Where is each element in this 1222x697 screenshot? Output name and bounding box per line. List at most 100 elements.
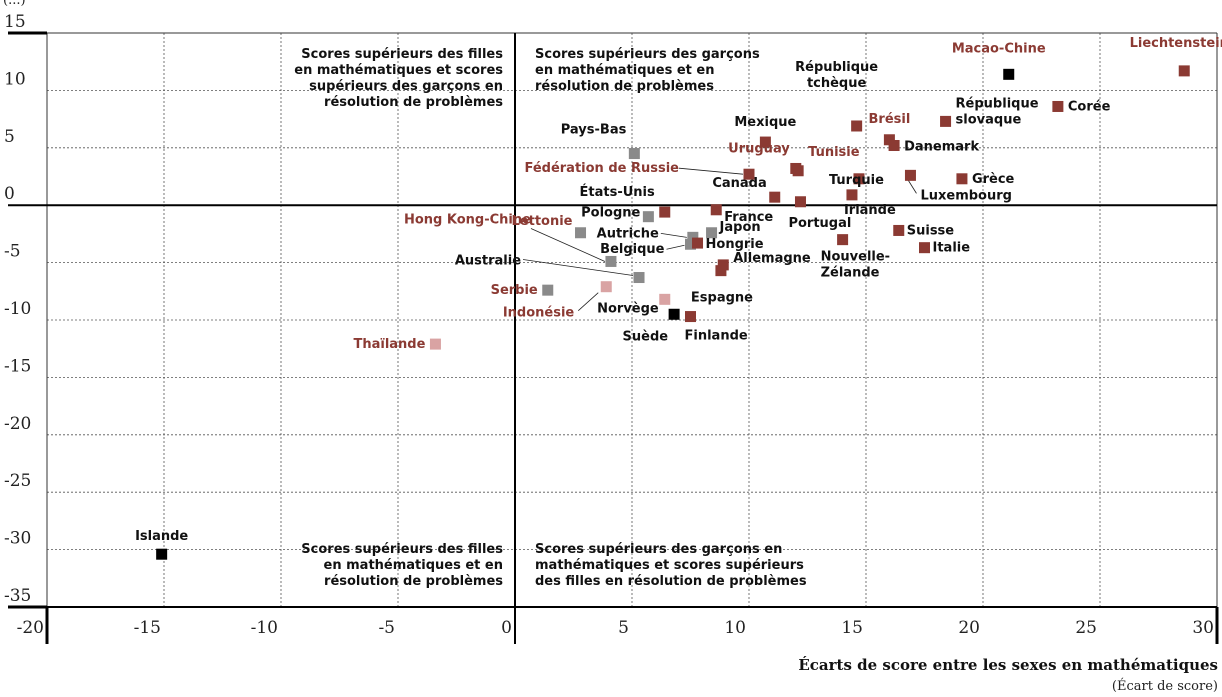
quadrant-note-top-right: Scores supérieurs des garçons [535, 47, 760, 62]
x-tick-label: -10 [251, 618, 278, 638]
data-point-marker [685, 311, 696, 323]
data-point-marker [853, 173, 865, 185]
data-point-label: Suisse [907, 223, 955, 238]
leader-line [678, 167, 744, 175]
x-tick-label: 0 [501, 618, 512, 638]
data-point-marker [575, 227, 587, 239]
data-point-label: Grèce [972, 172, 1015, 187]
x-tick-label: 25 [1075, 618, 1097, 638]
data-point-marker [846, 189, 858, 201]
data-point-marker [759, 136, 771, 148]
data-point-marker [628, 148, 640, 160]
data-point-marker [633, 272, 645, 284]
data-point-label: Danemark [904, 140, 979, 155]
x-tick-label: -5 [378, 618, 395, 638]
data-point-label: Islande [135, 529, 188, 544]
data-point-label: Lettonie [512, 214, 573, 229]
data-point-label: Mexique [734, 115, 796, 130]
data-point-marker [642, 211, 654, 223]
data-point-label: Japon [719, 220, 761, 235]
quadrant-note-top-left: résolution de problèmes [324, 95, 503, 110]
data-point-marker [429, 338, 441, 350]
quadrant-note-bottom-right: Scores supérieurs des garçons en [535, 542, 782, 557]
leader-line [660, 232, 687, 238]
x-tick-label: 5 [618, 618, 629, 638]
data-point-marker [792, 165, 804, 177]
points-layer [156, 65, 1190, 560]
x-tick-label: 20 [958, 618, 980, 638]
y-tick-label: 5 [4, 127, 15, 147]
data-point-label: Espagne [691, 291, 753, 306]
y-tick-label: 0 [4, 184, 15, 204]
x-axis-unit: (Écart de score) [1112, 678, 1218, 694]
quadrant-note-top-left: Scores supérieurs des filles [301, 47, 503, 62]
y-tick-label: -35 [4, 586, 31, 606]
y-tick-label: -20 [4, 414, 31, 434]
leader-line [577, 292, 599, 312]
quadrant-note-top-left: en mathématiques et scores [294, 63, 503, 78]
data-point-label: Canada [712, 176, 766, 191]
x-tick-label: -15 [134, 618, 161, 638]
data-point-label: Hongrie [706, 237, 764, 252]
data-point-marker [940, 115, 952, 127]
y-tick-label: -15 [4, 356, 31, 376]
data-point-label: Italie [933, 241, 971, 256]
data-point-marker [706, 227, 718, 239]
quadrant-note-bottom-left: en mathématiques et en [324, 558, 503, 573]
leader-line [530, 228, 606, 262]
data-point-label: Macao-Chine [952, 41, 1046, 56]
data-point-marker [794, 196, 806, 208]
data-point-label: République tchèque [795, 60, 878, 91]
tick-labels: 15 10 5 0 -5 -10 -15 -20 -25 -30 -35 -20 -15 -10 -5 0 5 1… [4, 12, 1214, 638]
data-point-marker [743, 168, 755, 180]
y-tick-label: -25 [4, 471, 31, 491]
data-point-marker [837, 234, 849, 246]
data-point-marker [888, 140, 900, 152]
data-point-marker [685, 238, 696, 250]
data-point-label: États-Unis [580, 184, 655, 200]
quadrant-note-bottom-right: mathématiques et scores supérieurs [535, 558, 804, 573]
data-point-label: Uruguay [728, 141, 790, 156]
data-point-label: Australie [455, 254, 521, 269]
data-point-label: Finlande [685, 329, 748, 344]
data-point-label: Indonésie [503, 306, 575, 321]
data-point-marker [542, 284, 554, 296]
data-point-marker [919, 242, 930, 254]
data-point-marker [1052, 100, 1064, 112]
data-point-label: Tunisie [808, 145, 860, 160]
quadrant-note-bottom-right: des filles en résolution de problèmes [535, 574, 807, 589]
data-point-label: Serbie [491, 283, 538, 298]
leader-line [522, 259, 634, 276]
x-tick-label: 10 [724, 618, 746, 638]
data-point-label: Pays-Bas [561, 123, 627, 138]
grid-layer [47, 33, 1217, 607]
data-point-marker [605, 255, 617, 267]
data-point-marker [156, 548, 168, 560]
data-point-label: Portugal [788, 216, 851, 231]
data-point-label: Liechtenstein [1130, 36, 1222, 51]
x-tick-label: -20 [17, 618, 44, 638]
data-point-label: Autriche [597, 226, 659, 241]
data-point-label: Corée [1068, 99, 1111, 114]
data-point-label: Nouvelle-Zélande [821, 250, 890, 281]
data-point-label: Hong Kong-Chine [404, 212, 531, 227]
y-tick-label: 15 [4, 12, 26, 32]
y-tick-label: -10 [4, 299, 31, 319]
axis-layer [8, 31, 1219, 644]
y-axis-label-partial: (...) [3, 0, 26, 8]
quadrant-note-top-left: supérieurs des garçons en [309, 79, 503, 94]
data-point-marker [883, 134, 895, 146]
data-point-label: Pologne [581, 206, 640, 221]
quadrant-note-bottom-left: Scores supérieurs des filles [301, 542, 503, 557]
data-point-label: Turquie [829, 173, 884, 188]
data-point-label: République slovaque [956, 96, 1039, 127]
data-point-marker [1003, 68, 1015, 80]
data-point-marker [715, 265, 727, 277]
data-point-marker [904, 169, 916, 181]
data-point-marker [687, 231, 699, 243]
leader-line [666, 244, 685, 250]
data-point-marker [717, 259, 729, 271]
data-point-label: Thaïlande [353, 337, 425, 352]
